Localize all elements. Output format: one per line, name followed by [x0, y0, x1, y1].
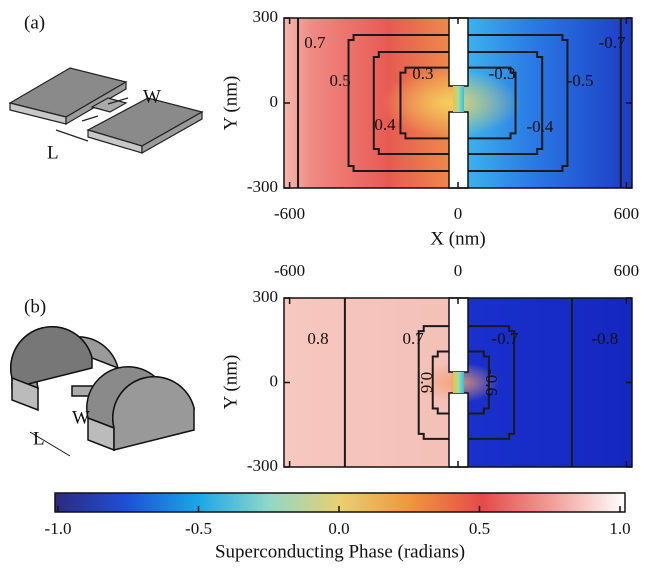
colorbar-tick-label: 0.5 [469, 519, 490, 538]
contour-line [399, 66, 449, 140]
colorbar-tick-label: 1.0 [609, 519, 630, 538]
contour-line [347, 34, 449, 172]
colorbar [54, 492, 626, 513]
contour-label: -0.6 [482, 369, 501, 396]
contour-label: -0.3 [489, 64, 516, 83]
contour-label: -0.7 [599, 33, 626, 52]
contour-label: -0.4 [526, 117, 553, 136]
contour-line [467, 34, 569, 172]
y-axis-label: Y (nm) [220, 355, 241, 410]
contour-line [467, 350, 490, 415]
contour-label: 0.7 [402, 329, 424, 348]
geometry-label: W [72, 407, 90, 428]
y-axis-label: Y (nm) [220, 76, 241, 131]
contour-line [467, 325, 516, 440]
geometry-label: L [33, 428, 45, 449]
x-tick-label: 0 [454, 204, 463, 223]
x-tick-label: 600 [614, 204, 640, 223]
colorbar-tick-label: -0.5 [185, 519, 212, 538]
contour-label: -0.5 [567, 71, 594, 90]
contour-line [467, 66, 517, 140]
contour-line [431, 350, 449, 415]
slit [448, 17, 469, 468]
y-tick-label: -300 [247, 456, 278, 475]
schematic-a [8, 67, 204, 155]
colorbar-label: Superconducting Phase (radians) [215, 541, 465, 562]
contour-label: -0.7 [491, 329, 518, 348]
panel-label: (b) [24, 296, 46, 317]
contour-line [467, 51, 544, 155]
contour-label: 0.3 [412, 64, 433, 83]
y-tick-label: -300 [247, 177, 278, 196]
contour-line [372, 51, 449, 155]
y-tick-label: 0 [270, 92, 279, 111]
colorbar-tick-label: 0.0 [328, 519, 349, 538]
panel-label: (a) [24, 12, 45, 33]
contour-label: 0.5 [330, 71, 351, 90]
geometry-label: L [47, 142, 59, 163]
x-tick-label: 0 [454, 261, 463, 280]
x-axis-label: X (nm) [430, 228, 485, 249]
contour-line [417, 325, 449, 440]
y-tick-label: 0 [270, 371, 279, 390]
geometry-label: W [143, 86, 161, 107]
colorbar-tick-label: -1.0 [45, 519, 72, 538]
contour-label: 0.7 [304, 33, 326, 52]
y-tick-label: 300 [253, 7, 279, 26]
contour-label: -0.8 [591, 329, 618, 348]
y-tick-label: 300 [253, 287, 279, 306]
x-tick-label: -600 [274, 261, 305, 280]
schematic-b [10, 326, 196, 457]
contour-label: 0.4 [374, 115, 396, 134]
x-tick-label: -600 [274, 204, 305, 223]
contour-label: 0.8 [307, 329, 328, 348]
contour-label: 0.6 [417, 372, 436, 393]
x-tick-label: 600 [614, 261, 640, 280]
